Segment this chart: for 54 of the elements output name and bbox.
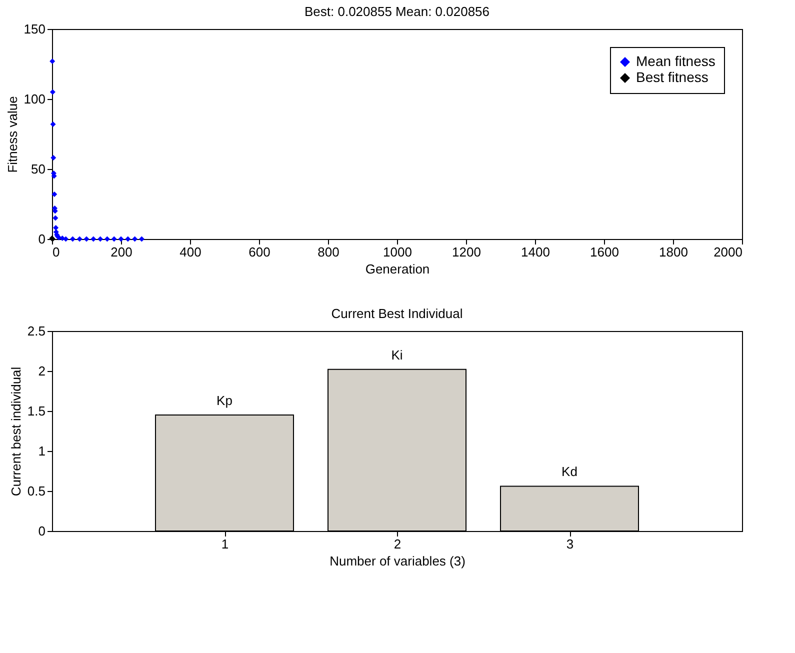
point <box>132 236 138 242</box>
y-tick-label: 1.5 <box>27 404 46 418</box>
point <box>111 236 117 242</box>
y-tick-label: 0 <box>38 232 46 246</box>
chart-title: Current Best Individual <box>331 306 463 321</box>
point <box>52 191 58 197</box>
x-tick-label: 2000 <box>714 244 742 260</box>
point <box>63 236 69 242</box>
point <box>125 236 131 242</box>
point <box>98 236 104 242</box>
x-axis-title: Generation <box>365 262 430 276</box>
point <box>53 225 59 231</box>
y-axis-title: Fitness value <box>4 96 20 173</box>
x-tick-label: 1000 <box>383 244 412 260</box>
x-axis-title: Number of variables (3) <box>330 554 466 568</box>
annotation: Kd <box>562 464 578 480</box>
point <box>70 236 76 242</box>
y-tick-label: 100 <box>24 92 46 106</box>
x-tick-label: 3 <box>566 536 574 552</box>
y-tick-label: 1 <box>38 444 46 458</box>
point <box>52 215 58 221</box>
annotation: Kp <box>216 393 232 408</box>
y-tick-label: 0.5 <box>27 484 46 498</box>
point <box>50 155 56 161</box>
x-tick-label: 1 <box>221 536 229 552</box>
point <box>76 236 82 242</box>
chart-title: Best: 0.020855 Mean: 0.020856 <box>304 4 490 19</box>
point <box>50 58 56 64</box>
x-tick-label: 1400 <box>521 244 550 260</box>
x-tick-label: 1800 <box>659 244 688 260</box>
point <box>50 89 56 95</box>
x-tick-label: 200 <box>110 244 132 260</box>
point <box>104 236 110 242</box>
legend-label: Best fitness <box>636 69 708 85</box>
y-tick-label: 2.5 <box>27 324 46 338</box>
point <box>50 121 56 127</box>
x-tick-label: 1600 <box>590 244 619 260</box>
y-tick-label: 50 <box>31 162 46 176</box>
x-tick-label: 800 <box>318 244 340 260</box>
point <box>118 236 124 242</box>
point <box>84 236 90 242</box>
legend-label: Mean fitness <box>636 53 716 69</box>
y-tick-label: 150 <box>24 22 46 36</box>
x-tick-label: 400 <box>180 244 202 260</box>
y-tick-label: 0 <box>38 524 46 538</box>
x-tick-label: 0 <box>52 244 60 260</box>
x-tick-label: 2 <box>394 536 402 552</box>
annotation: Ki <box>391 347 403 362</box>
y-axis-title: Current best individual <box>8 366 24 496</box>
point <box>138 236 144 242</box>
x-tick-label: 600 <box>248 244 270 260</box>
x-tick-label: 1200 <box>452 244 481 260</box>
point <box>90 236 96 242</box>
y-tick-label: 2 <box>38 364 46 378</box>
